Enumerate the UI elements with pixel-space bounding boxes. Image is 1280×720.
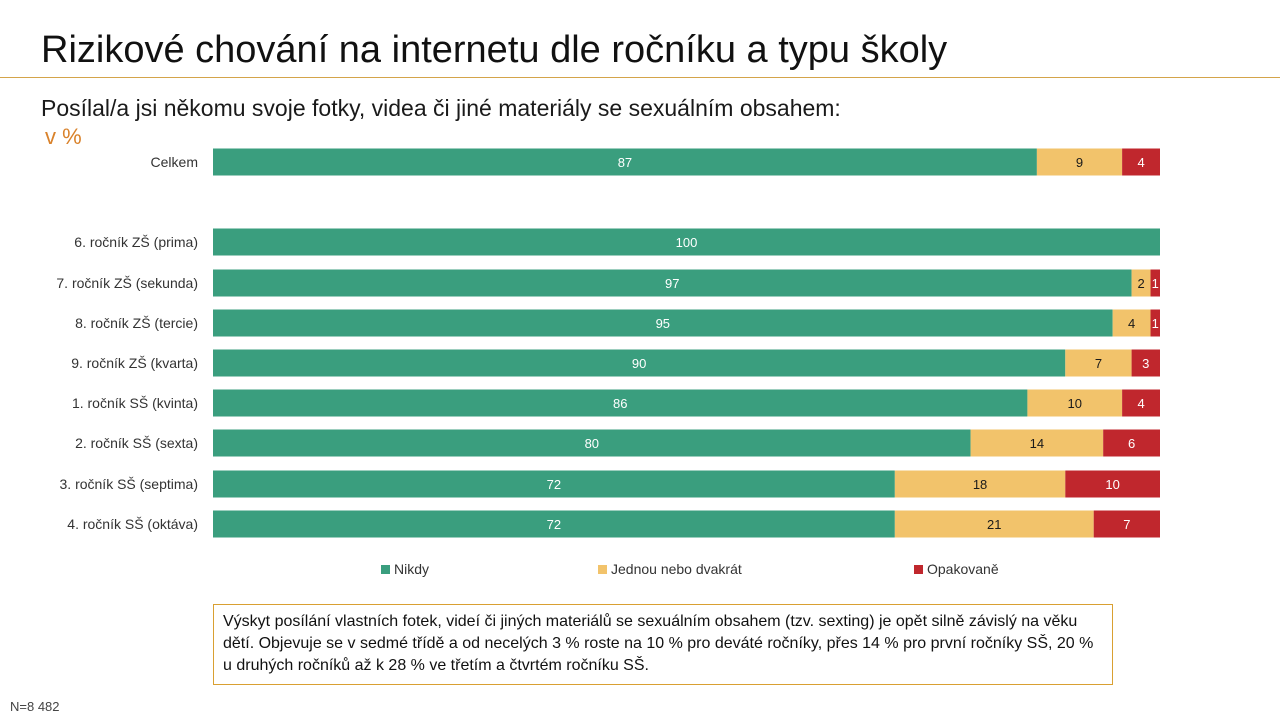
bar-opakovane-8-rocnik-zs-tercie [1150, 309, 1160, 337]
data-label-jednou-nebo-dvakrat-celkem: 9 [1076, 155, 1083, 170]
bar-jednou-nebo-dvakrat-7-rocnik-zs-sekunda [1131, 269, 1151, 297]
data-label-opakovane-3-rocnik-ss-septima: 10 [1105, 477, 1119, 492]
data-label-opakovane-9-rocnik-zs-kvarta: 3 [1142, 356, 1149, 371]
category-label-7-rocnik-zs-sekunda: 7. ročník ZŠ (sekunda) [56, 275, 198, 291]
data-label-nikdy-3-rocnik-ss-septima: 72 [547, 477, 561, 492]
category-label-celkem: Celkem [151, 154, 198, 170]
data-label-nikdy-4-rocnik-ss-oktava: 72 [547, 517, 561, 532]
category-label-2-rocnik-ss-sexta: 2. ročník SŠ (sexta) [75, 435, 198, 451]
data-label-opakovane-7-rocnik-zs-sekunda: 1 [1152, 276, 1159, 291]
data-label-jednou-nebo-dvakrat-9-rocnik-zs-kvarta: 7 [1095, 356, 1102, 371]
bar-jednou-nebo-dvakrat-2-rocnik-ss-sexta [970, 429, 1104, 457]
bar-nikdy-4-rocnik-ss-oktava [213, 510, 895, 538]
data-label-nikdy-7-rocnik-zs-sekunda: 97 [665, 276, 679, 291]
category-label-1-rocnik-ss-kvinta: 1. ročník SŠ (kvinta) [72, 395, 198, 411]
category-label-6-rocnik-zs-prima: 6. ročník ZŠ (prima) [74, 234, 198, 250]
page-title: Rizikové chování na internetu dle ročník… [41, 29, 948, 71]
bar-jednou-nebo-dvakrat-9-rocnik-zs-kvarta [1065, 349, 1132, 377]
bar-nikdy-8-rocnik-zs-tercie [213, 309, 1113, 337]
commentary-box: Výskyt posílání vlastních fotek, videí č… [213, 604, 1113, 685]
data-label-nikdy-6-rocnik-zs-prima: 100 [676, 235, 698, 250]
bar-jednou-nebo-dvakrat-8-rocnik-zs-tercie [1112, 309, 1151, 337]
bar-jednou-nebo-dvakrat-4-rocnik-ss-oktava [894, 510, 1094, 538]
legend-label-nikdy: Nikdy [394, 561, 430, 577]
data-label-nikdy-2-rocnik-ss-sexta: 80 [585, 436, 599, 451]
bar-opakovane-4-rocnik-ss-oktava [1093, 510, 1160, 538]
bar-nikdy-2-rocnik-ss-sexta [213, 429, 971, 457]
data-label-nikdy-celkem: 87 [618, 155, 632, 170]
category-label-8-rocnik-zs-tercie: 8. ročník ZŠ (tercie) [75, 315, 198, 331]
sample-size: N=8 482 [10, 699, 60, 714]
bar-jednou-nebo-dvakrat-celkem [1036, 148, 1123, 176]
bar-nikdy-7-rocnik-zs-sekunda [213, 269, 1132, 297]
data-label-jednou-nebo-dvakrat-2-rocnik-ss-sexta: 14 [1030, 436, 1044, 451]
chart-legend: Nikdy Jednou nebo dvakrát Opakovaně [0, 561, 1280, 579]
legend-swatch-nikdy [381, 564, 390, 574]
bar-nikdy-6-rocnik-zs-prima [213, 228, 1160, 256]
legend-label-opakovane: Opakovaně [927, 561, 999, 577]
bar-opakovane-2-rocnik-ss-sexta [1103, 429, 1160, 457]
legend-swatch-jednou [598, 564, 607, 574]
bar-nikdy-celkem [213, 148, 1037, 176]
data-label-opakovane-1-rocnik-ss-kvinta: 4 [1137, 396, 1144, 411]
category-label-9-rocnik-zs-kvarta: 9. ročník ZŠ (kvarta) [71, 355, 198, 371]
data-label-opakovane-2-rocnik-ss-sexta: 6 [1128, 436, 1135, 451]
data-label-opakovane-celkem: 4 [1137, 155, 1144, 170]
title-divider [0, 77, 1280, 78]
question-text: Posílal/a jsi někomu svoje fotky, videa … [41, 95, 841, 121]
legend-item-opakovane: Opakovaně [914, 561, 999, 577]
bar-nikdy-1-rocnik-ss-kvinta [213, 389, 1028, 417]
bar-opakovane-3-rocnik-ss-septima [1065, 470, 1160, 498]
legend-swatch-opakovane [914, 564, 923, 574]
data-label-jednou-nebo-dvakrat-1-rocnik-ss-kvinta: 10 [1068, 396, 1082, 411]
legend-label-jednou: Jednou nebo dvakrát [611, 561, 742, 577]
stacked-bar-chart: Celkem 87 9 4 6. ročník ZŠ (prima) 100 7. ročn… [56, 148, 1160, 538]
bar-opakovane-celkem [1122, 148, 1160, 176]
bar-nikdy-9-rocnik-zs-kvarta [213, 349, 1066, 377]
data-label-jednou-nebo-dvakrat-7-rocnik-zs-sekunda: 2 [1137, 276, 1144, 291]
legend-item-jednou: Jednou nebo dvakrát [598, 561, 742, 577]
data-label-opakovane-4-rocnik-ss-oktava: 7 [1123, 517, 1130, 532]
bar-opakovane-1-rocnik-ss-kvinta [1122, 389, 1160, 417]
data-label-nikdy-8-rocnik-zs-tercie: 95 [656, 316, 670, 331]
bar-opakovane-9-rocnik-zs-kvarta [1131, 349, 1160, 377]
data-label-jednou-nebo-dvakrat-8-rocnik-zs-tercie: 4 [1128, 316, 1135, 331]
bar-jednou-nebo-dvakrat-3-rocnik-ss-septima [894, 470, 1066, 498]
legend-item-nikdy: Nikdy [381, 561, 429, 577]
data-label-nikdy-1-rocnik-ss-kvinta: 86 [613, 396, 627, 411]
category-label-4-rocnik-ss-oktava: 4. ročník SŠ (oktáva) [67, 516, 198, 532]
data-label-opakovane-8-rocnik-zs-tercie: 1 [1152, 316, 1159, 331]
unit-label: v % [45, 124, 82, 149]
data-label-jednou-nebo-dvakrat-3-rocnik-ss-septima: 18 [973, 477, 987, 492]
bar-opakovane-7-rocnik-zs-sekunda [1150, 269, 1160, 297]
data-label-jednou-nebo-dvakrat-4-rocnik-ss-oktava: 21 [987, 517, 1001, 532]
bar-nikdy-3-rocnik-ss-septima [213, 470, 895, 498]
bar-jednou-nebo-dvakrat-1-rocnik-ss-kvinta [1027, 389, 1123, 417]
data-label-nikdy-9-rocnik-zs-kvarta: 90 [632, 356, 646, 371]
category-label-3-rocnik-ss-septima: 3. ročník SŠ (septima) [60, 476, 199, 492]
